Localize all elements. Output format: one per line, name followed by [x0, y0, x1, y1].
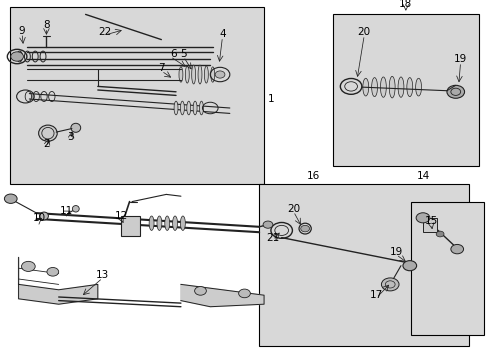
Ellipse shape [371, 78, 377, 96]
Ellipse shape [199, 101, 203, 115]
Text: 13: 13 [96, 270, 109, 280]
Ellipse shape [204, 66, 208, 83]
Polygon shape [19, 257, 98, 304]
Ellipse shape [210, 67, 214, 82]
Text: 12: 12 [114, 211, 128, 221]
Ellipse shape [191, 65, 195, 84]
Circle shape [446, 85, 464, 98]
Bar [10, 7, 264, 184]
Text: 11: 11 [59, 206, 73, 216]
Text: 3: 3 [67, 132, 74, 142]
Bar [410, 202, 483, 335]
Ellipse shape [40, 212, 48, 220]
Ellipse shape [172, 216, 177, 230]
Bar [259, 184, 468, 346]
Text: 7: 7 [158, 63, 164, 73]
Ellipse shape [186, 101, 190, 115]
Circle shape [11, 52, 23, 61]
Text: 21: 21 [265, 233, 279, 243]
Text: 2: 2 [43, 139, 50, 149]
Circle shape [415, 213, 429, 223]
Ellipse shape [380, 77, 386, 97]
Circle shape [402, 261, 416, 271]
Text: 15: 15 [424, 216, 437, 226]
Ellipse shape [388, 76, 394, 98]
Text: 18: 18 [398, 0, 412, 9]
Ellipse shape [198, 65, 202, 84]
Ellipse shape [180, 101, 184, 115]
Circle shape [450, 244, 463, 254]
Circle shape [215, 71, 224, 78]
Text: 17: 17 [369, 290, 383, 300]
Ellipse shape [193, 101, 197, 115]
Text: 20: 20 [357, 27, 370, 37]
Circle shape [300, 225, 309, 232]
Circle shape [21, 261, 35, 271]
Circle shape [47, 267, 59, 276]
Circle shape [194, 287, 206, 295]
Bar [332, 14, 478, 166]
Text: 16: 16 [305, 171, 319, 181]
Text: 22: 22 [98, 27, 112, 37]
Ellipse shape [71, 123, 81, 132]
Circle shape [435, 231, 443, 237]
Ellipse shape [157, 216, 162, 230]
Circle shape [263, 221, 272, 228]
Text: 19: 19 [453, 54, 467, 64]
Text: 6: 6 [170, 49, 177, 59]
Ellipse shape [149, 216, 154, 230]
Text: 8: 8 [43, 20, 50, 30]
Ellipse shape [72, 206, 79, 212]
Ellipse shape [174, 101, 178, 115]
Bar [422, 218, 436, 232]
Text: 5: 5 [180, 49, 186, 59]
Ellipse shape [185, 66, 189, 83]
Circle shape [381, 278, 398, 291]
Text: 4: 4 [219, 29, 225, 39]
Text: 9: 9 [19, 26, 25, 36]
Bar [121, 216, 140, 236]
Circle shape [238, 289, 250, 298]
Text: 1: 1 [267, 94, 274, 104]
Ellipse shape [164, 216, 169, 230]
Ellipse shape [180, 216, 185, 230]
Ellipse shape [415, 78, 421, 96]
Ellipse shape [39, 125, 57, 141]
Text: 20: 20 [286, 204, 299, 214]
Ellipse shape [406, 78, 412, 96]
Polygon shape [181, 284, 264, 307]
Ellipse shape [179, 67, 183, 82]
Text: 19: 19 [388, 247, 402, 257]
Ellipse shape [397, 77, 403, 97]
Ellipse shape [362, 78, 368, 96]
Text: 14: 14 [416, 171, 429, 181]
Text: 10: 10 [33, 213, 45, 223]
Circle shape [4, 194, 17, 203]
